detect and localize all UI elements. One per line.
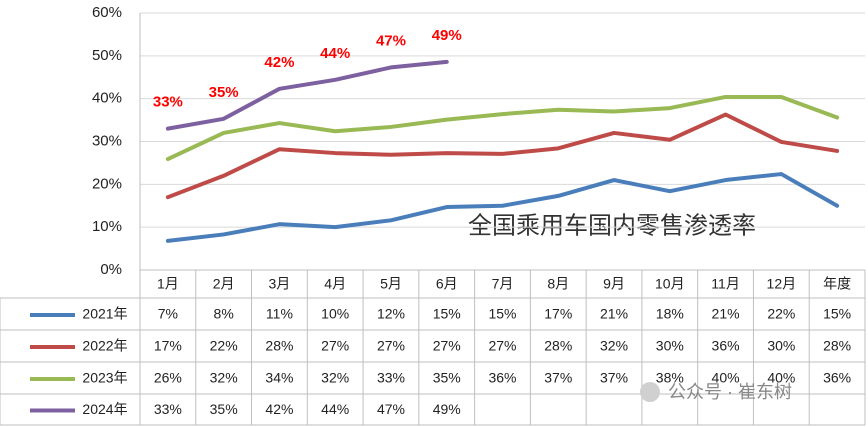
table-cell: 28% bbox=[823, 338, 851, 354]
data-label: 35% bbox=[209, 84, 239, 101]
data-label: 44% bbox=[320, 45, 350, 62]
table-cell: 22% bbox=[767, 306, 795, 322]
x-tick-label: 5月 bbox=[380, 276, 402, 292]
table-cell: 42% bbox=[265, 401, 293, 417]
series-line bbox=[165, 112, 840, 200]
legend-label: 2024年 bbox=[82, 401, 127, 417]
x-tick-label: 10月 bbox=[655, 276, 685, 292]
table-cell: 37% bbox=[544, 370, 572, 386]
data-label: 42% bbox=[264, 54, 294, 71]
data-label: 47% bbox=[376, 32, 406, 49]
table-cell: 30% bbox=[767, 338, 795, 354]
table-cell: 28% bbox=[265, 338, 293, 354]
x-tick-label: 1月 bbox=[157, 276, 179, 292]
table-cell: 47% bbox=[377, 401, 405, 417]
table-cell: 27% bbox=[433, 338, 461, 354]
x-tick-label: 年度 bbox=[823, 276, 851, 292]
table-cell: 27% bbox=[321, 338, 349, 354]
table-cell: 15% bbox=[488, 306, 516, 322]
table-cell: 38% bbox=[656, 370, 684, 386]
x-tick-label: 4月 bbox=[324, 276, 346, 292]
data-label: 33% bbox=[153, 94, 183, 111]
y-tick-label: 40% bbox=[92, 90, 122, 107]
x-tick-label: 2月 bbox=[213, 276, 235, 292]
table-cell: 15% bbox=[433, 306, 461, 322]
table-cell: 33% bbox=[377, 370, 405, 386]
legend-label: 2022年 bbox=[82, 338, 127, 354]
x-tick-label: 3月 bbox=[269, 276, 291, 292]
table-cell: 26% bbox=[154, 370, 182, 386]
table-cell: 28% bbox=[544, 338, 572, 354]
table-cell: 36% bbox=[488, 370, 516, 386]
table-cell: 36% bbox=[823, 370, 851, 386]
y-tick-label: 20% bbox=[92, 175, 122, 192]
legend-label: 2023年 bbox=[82, 370, 127, 386]
table-cell: 32% bbox=[321, 370, 349, 386]
table-cell: 18% bbox=[656, 306, 684, 322]
table-cell: 11% bbox=[266, 306, 293, 322]
table-cell: 35% bbox=[210, 401, 238, 417]
chart-title: 全国乘用车国内零售渗透率 bbox=[468, 213, 756, 240]
table-cell: 17% bbox=[154, 338, 182, 354]
y-tick-label: 0% bbox=[100, 261, 122, 278]
table-cell: 49% bbox=[433, 401, 461, 417]
table-cell: 27% bbox=[377, 338, 405, 354]
watermark-icon bbox=[640, 382, 660, 402]
table-cell: 40% bbox=[712, 370, 740, 386]
x-tick-label: 6月 bbox=[436, 276, 458, 292]
table-cell: 21% bbox=[712, 306, 740, 322]
table-cell: 44% bbox=[321, 401, 349, 417]
series-line bbox=[165, 59, 449, 131]
series-line bbox=[165, 94, 840, 162]
table-cell: 40% bbox=[767, 370, 795, 386]
x-tick-label: 12月 bbox=[767, 276, 797, 292]
y-tick-label: 50% bbox=[92, 47, 122, 64]
table-cell: 7% bbox=[158, 306, 178, 322]
table-cell: 15% bbox=[823, 306, 851, 322]
x-tick-label: 8月 bbox=[547, 276, 569, 292]
series-line bbox=[165, 172, 840, 243]
table-cell: 32% bbox=[600, 338, 628, 354]
x-tick-label: 7月 bbox=[492, 276, 514, 292]
table-cell: 22% bbox=[210, 338, 238, 354]
x-tick-label: 9月 bbox=[603, 276, 625, 292]
x-tick-label: 11月 bbox=[711, 276, 740, 292]
table-cell: 30% bbox=[656, 338, 684, 354]
table-cell: 12% bbox=[377, 306, 405, 322]
table-cell: 36% bbox=[712, 338, 740, 354]
table-cell: 8% bbox=[214, 306, 234, 322]
data-label: 49% bbox=[432, 27, 462, 44]
y-tick-label: 10% bbox=[92, 218, 122, 235]
table-cell: 27% bbox=[488, 338, 516, 354]
legend-label: 2021年 bbox=[82, 306, 127, 322]
y-tick-label: 30% bbox=[92, 132, 122, 149]
watermark: 公众号 · 崔东树 bbox=[668, 382, 792, 402]
table-cell: 17% bbox=[544, 306, 572, 322]
y-tick-label: 60% bbox=[92, 4, 122, 21]
table-cell: 21% bbox=[600, 306, 628, 322]
table-cell: 10% bbox=[321, 306, 349, 322]
table-cell: 33% bbox=[154, 401, 182, 417]
table-cell: 32% bbox=[210, 370, 238, 386]
table-cell: 37% bbox=[600, 370, 628, 386]
table-cell: 35% bbox=[433, 370, 461, 386]
table-cell: 34% bbox=[265, 370, 293, 386]
